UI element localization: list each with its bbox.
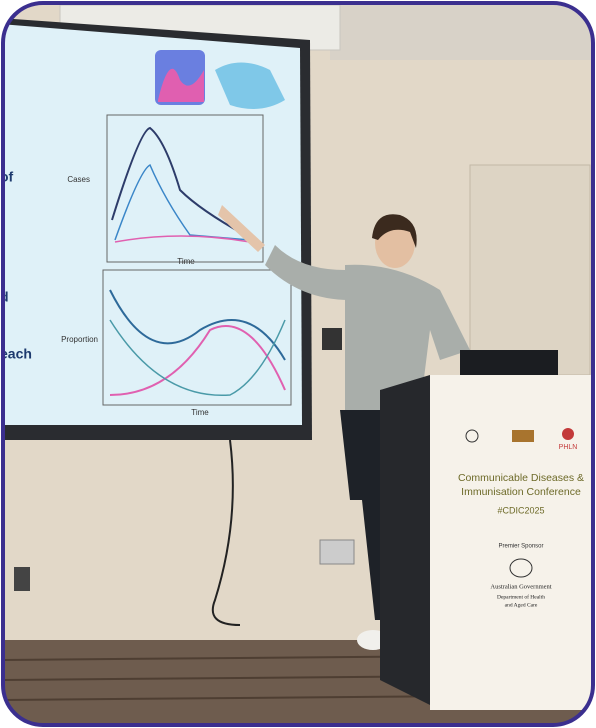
slide-text: each <box>0 346 32 362</box>
sponsor: and Aged Care <box>505 602 538 608</box>
icon-curve <box>158 68 204 102</box>
logo <box>465 429 479 443</box>
screen <box>3 24 302 425</box>
laptop <box>460 350 558 375</box>
bottom-curve-3 <box>109 319 286 397</box>
sponsor: Department of Health <box>497 593 545 600</box>
crest <box>509 558 533 578</box>
podium-side <box>380 375 430 705</box>
logo <box>562 428 574 440</box>
outlet-left <box>14 567 30 591</box>
top-plot-box <box>106 114 264 263</box>
axis-label: Time <box>177 257 195 266</box>
axis-label: Time <box>191 408 209 417</box>
sponsor: Australian Government <box>490 583 551 590</box>
hand <box>218 205 265 252</box>
top-curve-2 <box>114 163 251 241</box>
arm <box>265 245 350 300</box>
panel <box>322 328 342 350</box>
conference-title: Immunisation Conference <box>461 486 581 498</box>
icon-map <box>215 62 285 109</box>
podium-front <box>430 375 592 710</box>
outlet <box>319 539 355 565</box>
bottom-curve <box>109 289 286 361</box>
hair <box>372 214 417 248</box>
top-curve <box>111 126 246 236</box>
ceiling <box>330 3 593 60</box>
sweater <box>345 264 470 410</box>
logo-text: PHLN <box>559 444 578 451</box>
slide-text: d <box>0 289 9 305</box>
hashtag: #CDIC2025 <box>497 505 544 515</box>
axis-label: Proportion <box>61 335 98 344</box>
bottom-curve-2 <box>109 325 286 396</box>
door <box>469 164 591 376</box>
sponsor-label: Premier Sponsor <box>498 544 543 550</box>
logo <box>512 430 534 442</box>
conference-title: Communicable Diseases & <box>458 472 584 484</box>
slide-text: of <box>0 169 14 185</box>
top-curve-3 <box>114 235 251 243</box>
bottom-plot-box <box>102 269 292 406</box>
axis-label: Cases <box>67 175 90 184</box>
cable <box>211 439 241 626</box>
